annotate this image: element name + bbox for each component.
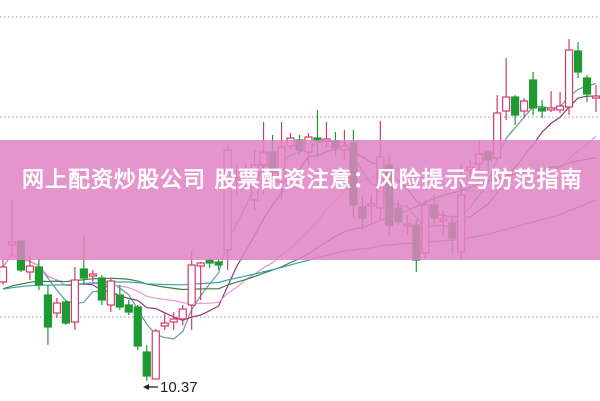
candle-body	[178, 308, 187, 320]
candle-body	[214, 261, 223, 266]
candle	[70, 267, 79, 330]
low-price-label: 10.37	[160, 379, 198, 396]
candle-body	[61, 301, 70, 324]
candle-body	[205, 259, 214, 264]
title-banner	[0, 140, 600, 260]
candle	[520, 98, 529, 118]
candle	[43, 285, 53, 345]
low-annotation: 10.37	[143, 379, 198, 396]
arrow-left-icon	[143, 384, 149, 390]
candle	[133, 305, 142, 350]
candle-body	[573, 50, 583, 73]
candle	[0, 260, 8, 285]
candle	[187, 250, 196, 330]
candle	[582, 75, 592, 102]
candle	[529, 72, 538, 115]
candle-body	[0, 266, 8, 283]
candle	[591, 85, 600, 112]
candle-body	[115, 294, 124, 308]
candle-body	[564, 49, 574, 108]
candle-body	[582, 77, 592, 95]
candle-body	[502, 96, 511, 112]
candle-body	[34, 266, 44, 286]
candle	[214, 258, 223, 270]
candle-body	[97, 277, 106, 301]
candle	[97, 275, 106, 305]
candle	[546, 91, 556, 112]
candle-body	[160, 322, 169, 327]
candle	[178, 305, 187, 325]
candle-body	[537, 107, 547, 112]
candle-body	[196, 262, 205, 267]
candle	[61, 300, 70, 325]
candle-body	[529, 79, 538, 109]
candle	[115, 285, 124, 310]
candle	[169, 312, 178, 330]
candle-body	[25, 265, 35, 273]
candle-body	[169, 318, 178, 323]
candle	[573, 42, 583, 78]
candle-body	[546, 107, 556, 111]
candle-body	[511, 96, 520, 116]
candle-body	[79, 268, 88, 279]
candle	[106, 278, 115, 312]
candle	[564, 39, 574, 115]
candle	[196, 262, 205, 300]
candle	[502, 58, 511, 120]
candle-body	[555, 105, 565, 111]
candle-body	[106, 280, 115, 306]
candle	[151, 329, 160, 380]
candle	[52, 298, 62, 318]
candle-body	[187, 264, 196, 306]
candle	[160, 313, 169, 330]
candle-body	[520, 100, 529, 112]
candle	[124, 300, 133, 315]
candle	[34, 258, 44, 290]
candle	[88, 270, 97, 282]
candle	[142, 345, 151, 381]
candle	[511, 95, 520, 125]
candle-body	[591, 95, 600, 99]
candle	[555, 92, 565, 113]
candle-body	[70, 279, 79, 323]
candle-body	[151, 330, 160, 380]
candle	[537, 100, 547, 118]
article-title: 网上配资炒股公司 股票配资注意：风险提示与防范指南	[22, 168, 583, 193]
candle-body	[124, 304, 133, 313]
candle-body	[142, 351, 151, 377]
candle-body	[133, 306, 142, 347]
candle-body	[88, 273, 97, 277]
candle-body	[52, 302, 62, 314]
candle-body	[43, 294, 53, 328]
